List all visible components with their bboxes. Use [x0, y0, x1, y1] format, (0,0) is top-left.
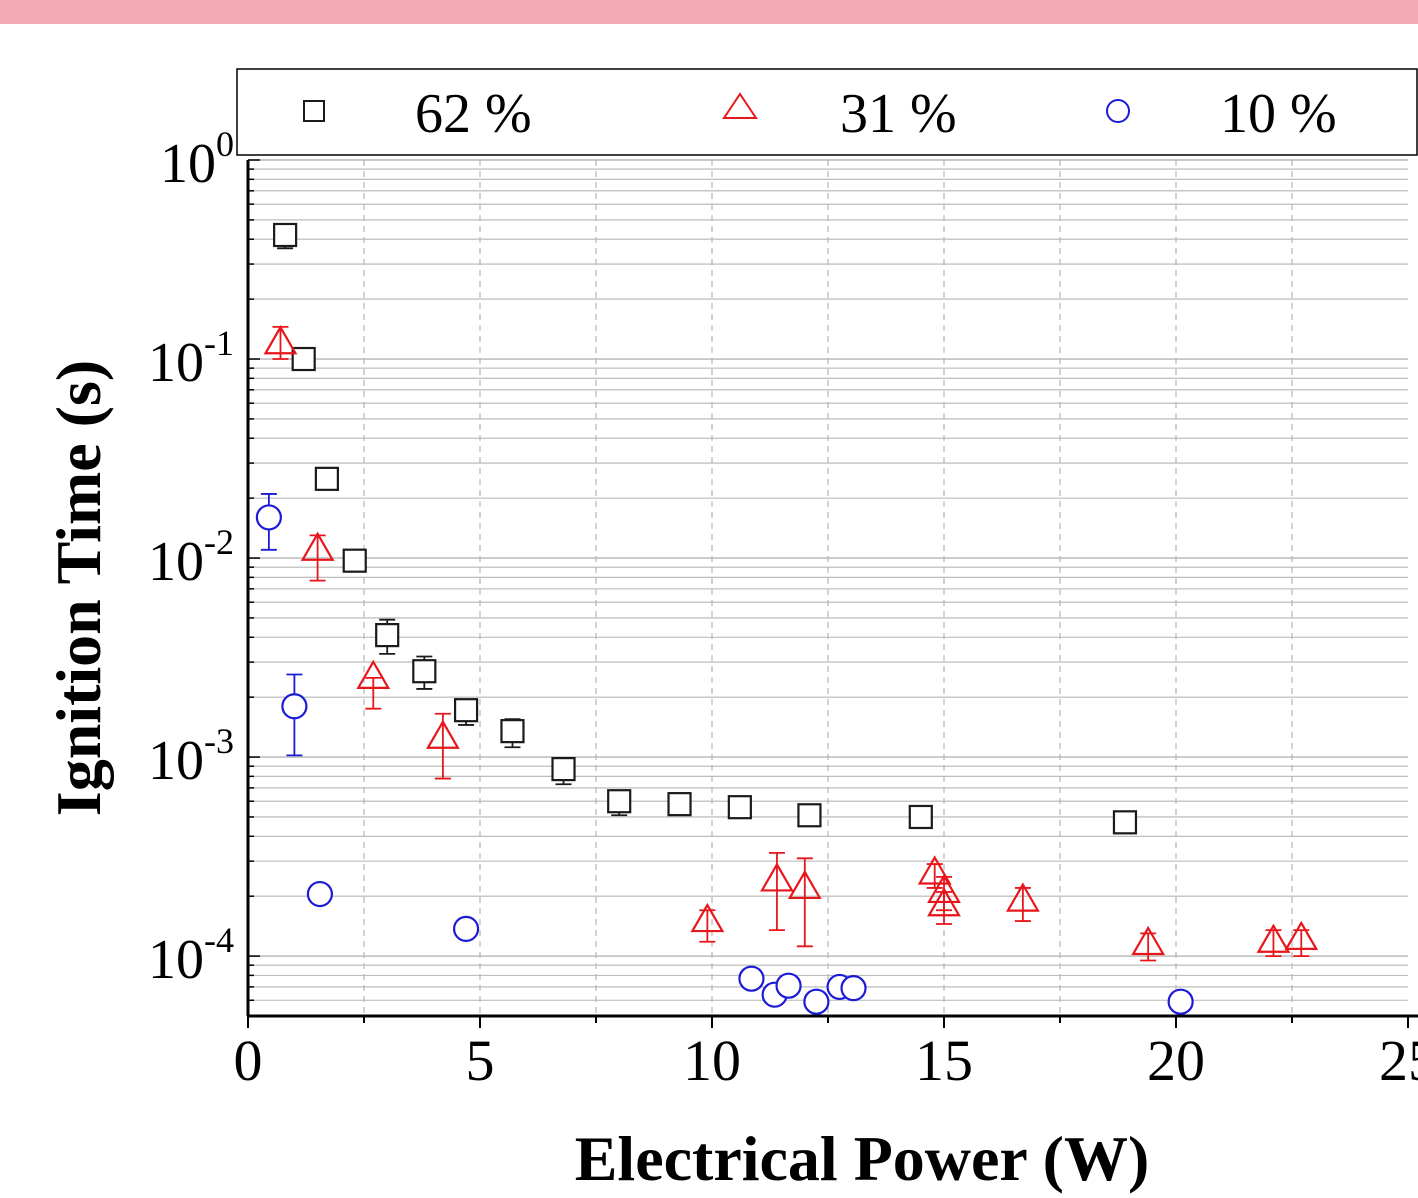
data-point-circle [255, 504, 282, 531]
y-tick-exponent: 0 [216, 124, 234, 164]
data-point-triangle [1256, 923, 1291, 953]
y-tick-base: 10 [160, 133, 216, 195]
data-point-triangle [356, 659, 391, 689]
y-tick-base: 10 [148, 332, 204, 394]
data-point-square [412, 659, 437, 684]
data-point-circle [306, 880, 334, 908]
data-point-square [342, 548, 367, 573]
series-square [273, 222, 1138, 835]
legend-triangle-icon [722, 92, 758, 119]
data-point-square [908, 804, 933, 830]
data-point-circle [1167, 988, 1194, 1015]
y-tick-label: 10-4 [148, 920, 234, 991]
data-point-triangle [1284, 920, 1319, 951]
y-tick-base: 10 [148, 531, 204, 593]
y-tick-base: 10 [148, 730, 204, 792]
y-tick-label: 100 [160, 124, 234, 195]
data-point-square [273, 222, 298, 248]
x-tick-label: 5 [466, 1028, 495, 1093]
data-point-square [797, 803, 822, 828]
legend-label-31: 31 % [840, 83, 957, 145]
data-point-circle [775, 972, 802, 999]
y-axis-label: Ignition Time (s) [43, 360, 114, 816]
data-point-triangle [787, 869, 822, 900]
data-point-triangle [300, 531, 335, 561]
legend-label-62: 62 % [415, 83, 532, 145]
x-tick-label: 10 [683, 1028, 741, 1093]
series-circle [255, 493, 1194, 1015]
legend-box [236, 68, 1418, 156]
x-tick-label: 0 [234, 1028, 263, 1093]
data-point-square [1112, 810, 1138, 835]
legend: 62 % 31 % 10 % [236, 68, 1418, 156]
data-point-square [500, 719, 525, 744]
y-tick-label: 10-3 [148, 721, 234, 792]
data-point-triangle [927, 887, 961, 917]
data-point-circle [281, 693, 308, 720]
data-point-square [607, 789, 632, 814]
data-point-square [667, 792, 692, 817]
legend-square-icon [303, 100, 325, 122]
data-point-triangle [760, 862, 794, 892]
x-tick-label: 20 [1147, 1028, 1205, 1093]
data-point-circle [738, 965, 765, 992]
grid [248, 159, 1408, 1017]
data-point-triangle [425, 719, 460, 749]
legend-label-10: 10 % [1220, 83, 1337, 145]
y-tick-exponent: -2 [204, 522, 234, 562]
legend-circle-icon [1106, 99, 1130, 123]
y-tick-exponent: -4 [204, 920, 234, 960]
data-point-triangle [1005, 882, 1040, 912]
data-point-square [551, 757, 576, 782]
y-tick-exponent: -3 [204, 721, 234, 761]
data-point-square [291, 346, 316, 372]
data-point-triangle [690, 902, 725, 933]
y-tick-base: 10 [148, 929, 204, 991]
top-color-bar [0, 0, 1418, 24]
x-axis-label: Electrical Power (W) [575, 1123, 1150, 1194]
x-tick-label: 25 [1379, 1028, 1418, 1093]
y-tick-label: 10-1 [148, 323, 234, 394]
y-tick-label: 10-2 [148, 522, 234, 593]
data-point-square [727, 795, 752, 820]
data-point-square [375, 623, 400, 648]
data-point-square [453, 698, 479, 723]
data-point-circle [803, 988, 830, 1015]
data-point-triangle [917, 855, 952, 885]
series-triangle [263, 325, 1319, 962]
data-point-triangle [1131, 925, 1166, 956]
data-point-triangle [263, 325, 298, 355]
x-tick-label: 15 [915, 1028, 973, 1093]
data-point-circle [840, 975, 867, 1002]
axes: 051015202510010-110-210-310-4 [148, 124, 1418, 1093]
data-marks [255, 222, 1319, 1015]
data-point-square [314, 466, 339, 491]
data-point-circle [452, 915, 480, 942]
y-tick-exponent: -1 [204, 323, 234, 363]
